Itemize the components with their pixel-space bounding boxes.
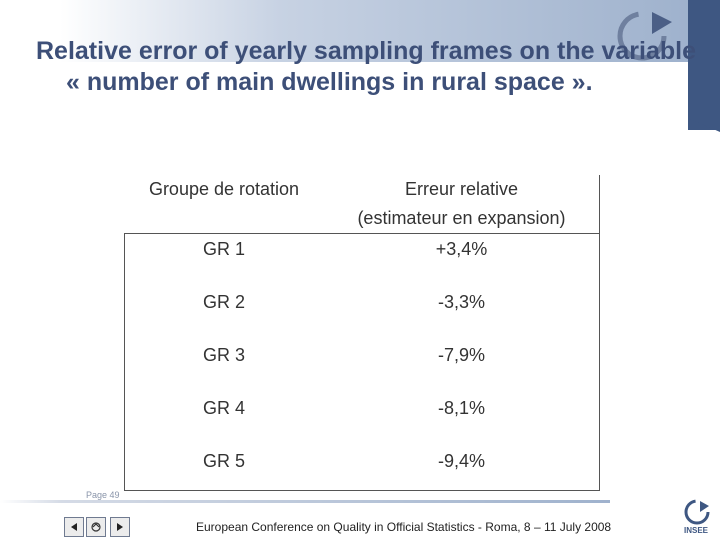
slide-title: Relative error of yearly sampling frames… <box>36 37 696 96</box>
table-border <box>124 233 600 491</box>
rotation-error-table: Groupe de rotation Erreur relative (esti… <box>124 175 600 491</box>
insee-logo-text: INSEE <box>684 526 709 535</box>
insee-logo-icon <box>684 499 710 525</box>
header-error: Erreur relative <box>404 179 519 199</box>
row-4-error: -8,1% <box>437 398 486 418</box>
next-arrow-icon <box>117 523 123 531</box>
row-3-group: GR 3 <box>202 345 245 365</box>
conference-footer: European Conference on Quality in Offici… <box>196 520 612 534</box>
home-icon <box>91 522 101 532</box>
footer-divider <box>0 500 610 503</box>
table-border-right <box>599 175 600 233</box>
row-2-group: GR 2 <box>202 292 245 312</box>
header-accent-bar <box>688 0 720 130</box>
header-accent-bar-tip <box>688 118 720 132</box>
row-2-error: -3,3% <box>437 292 486 312</box>
row-5-group: GR 5 <box>202 451 245 471</box>
page-number: Page 49 <box>86 490 120 500</box>
row-1-group: GR 1 <box>202 239 245 259</box>
row-5-error: -9,4% <box>437 451 486 471</box>
row-3-error: -7,9% <box>437 345 486 365</box>
pie-logo-icon <box>617 11 672 61</box>
prev-arrow-icon <box>71 523 77 531</box>
row-1-error: +3,4% <box>435 239 488 259</box>
prev-slide-button[interactable] <box>64 517 84 537</box>
home-button[interactable] <box>86 517 106 537</box>
header-error-sub: (estimateur en expansion) <box>357 208 566 228</box>
row-4-group: GR 4 <box>202 398 245 418</box>
next-slide-button[interactable] <box>110 517 130 537</box>
header-group: Groupe de rotation <box>148 179 300 199</box>
header-gradient-band <box>60 0 688 62</box>
